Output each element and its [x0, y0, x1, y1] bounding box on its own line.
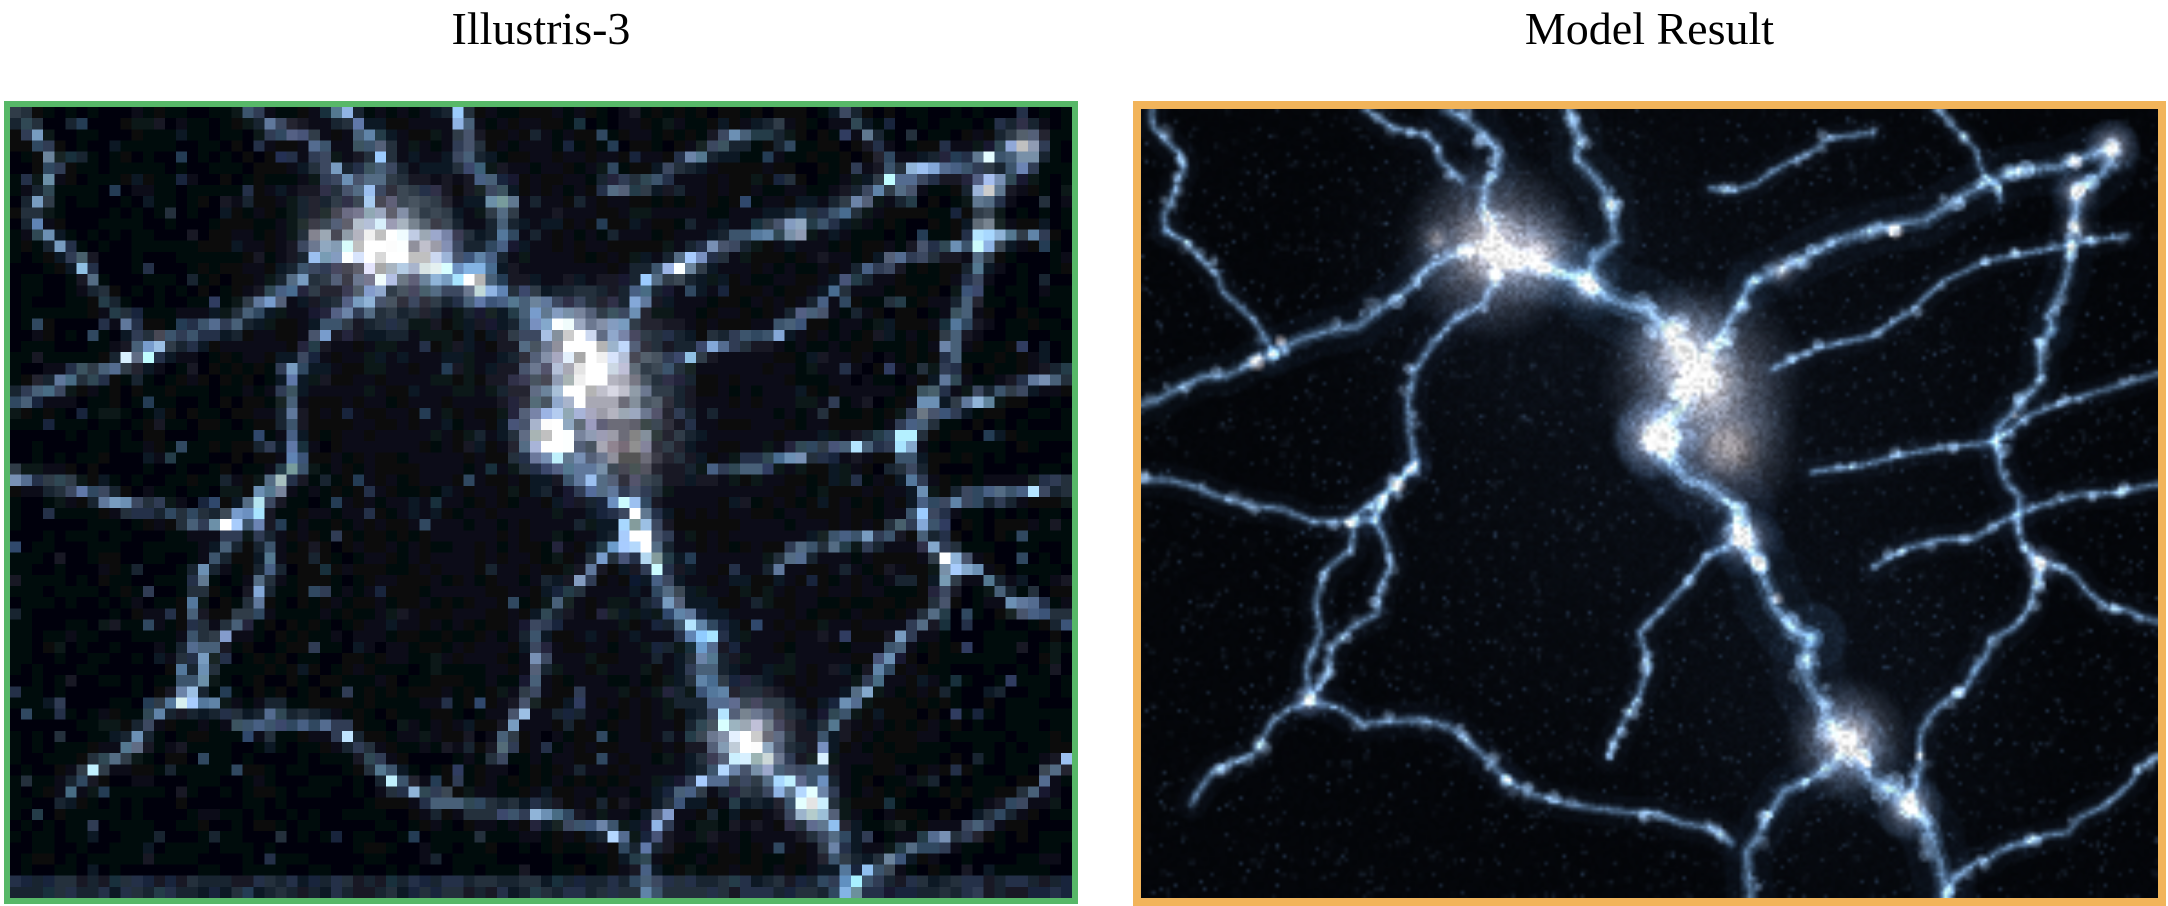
model-result-density-map-image [1141, 109, 2158, 898]
left-panel-title: Illustris-3 [451, 3, 631, 54]
right-panel-title: Model Result [1524, 3, 1775, 54]
model-result-panel [1133, 101, 2166, 906]
illustris-density-map-image [10, 107, 1072, 898]
illustris-panel [4, 101, 1078, 904]
